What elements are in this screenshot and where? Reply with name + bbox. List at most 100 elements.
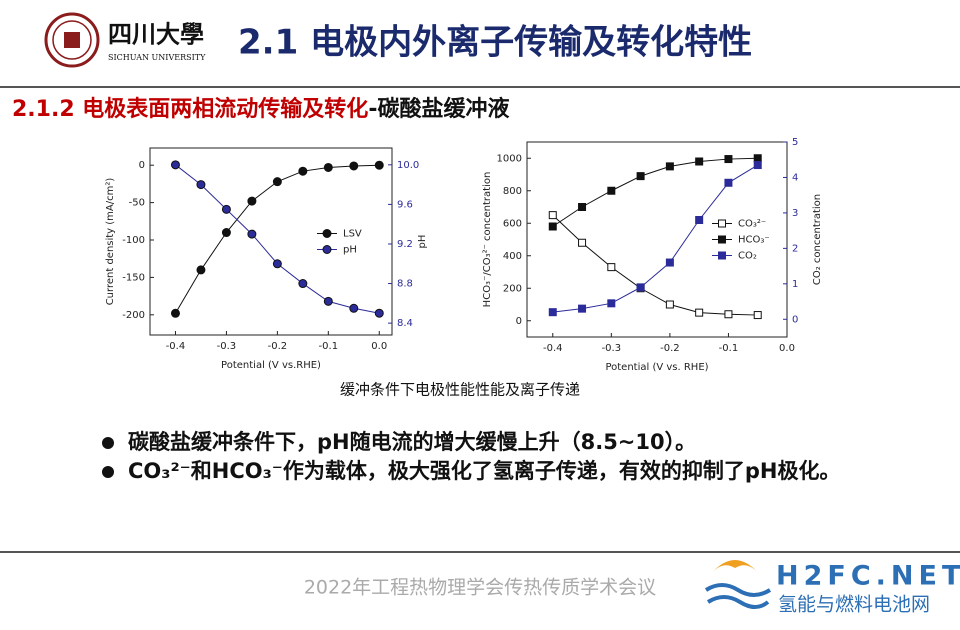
legend-marker	[718, 219, 726, 228]
legend-label: CO₂	[738, 251, 757, 262]
marker	[323, 296, 333, 306]
marker	[636, 172, 645, 181]
x-tick-label: -0.4	[166, 341, 186, 352]
marker	[349, 161, 359, 171]
marker	[665, 162, 674, 171]
series-line	[552, 157, 758, 227]
section-title-black: -碳酸盐缓冲液	[368, 96, 509, 122]
marker	[578, 238, 587, 247]
bullet: CO₃²⁻和HCO₃⁻作为载体，极大强化了氢离子传递，有效的抑制了pH极化。	[102, 457, 842, 486]
section-title-red: 2.1.2 电极表面两相流动传输及转化	[12, 96, 368, 122]
marker	[607, 186, 616, 195]
marker	[221, 228, 231, 238]
x-tick-label: 0.0	[779, 343, 795, 354]
logo-seal	[44, 12, 100, 68]
marker	[665, 300, 674, 309]
watermark-logo	[701, 554, 772, 622]
x-axis-label: Potential (V vs.RHE)	[221, 360, 321, 371]
marker	[349, 303, 359, 313]
legend-label: LSV	[343, 229, 362, 240]
series-line	[552, 214, 758, 316]
y2-tick-label: 0	[792, 314, 798, 325]
legend-marker	[718, 235, 726, 244]
footer-rule	[0, 551, 960, 553]
marker	[548, 211, 557, 220]
slide-title: 2.1 电极内外离子传输及转化特性	[238, 23, 752, 63]
marker	[548, 222, 557, 231]
marker	[607, 263, 616, 272]
legend-marker	[322, 229, 332, 238]
y2-tick-label: 5	[792, 137, 798, 148]
logo-subtitle: SICHUAN UNIVERSITY	[108, 53, 206, 62]
marker	[578, 304, 587, 313]
marker	[170, 160, 180, 170]
y2-axis-label: CO₂ concentration	[812, 194, 823, 285]
x-tick-label: 0.0	[371, 341, 387, 352]
marker	[298, 279, 308, 289]
marker	[695, 216, 704, 224]
marker	[753, 161, 762, 170]
y-tick-label: 200	[503, 283, 522, 294]
legend-marker	[718, 251, 726, 260]
x-tick-label: -0.3	[217, 341, 237, 352]
y2-tick-label: 9.2	[397, 239, 413, 250]
y-tick-label: 0	[516, 316, 522, 327]
y-tick-label: -200	[122, 310, 145, 321]
y-tick-label: -50	[129, 198, 145, 209]
watermark-name: H2FC.NET	[776, 561, 960, 592]
plot-frame	[149, 147, 393, 336]
plot-frame	[526, 141, 788, 338]
marker	[578, 203, 587, 211]
marker	[695, 308, 704, 317]
y-tick-label: 400	[503, 251, 522, 262]
marker	[170, 308, 180, 318]
marker	[636, 283, 645, 292]
legend-label: CO₃²⁻	[738, 219, 766, 230]
y2-tick-label: 8.8	[397, 279, 413, 290]
y-tick-label: 1000	[497, 153, 522, 164]
marker	[665, 258, 674, 267]
y2-tick-label: 8.4	[397, 318, 413, 329]
y2-tick-label: 1	[792, 279, 798, 290]
marker	[196, 265, 206, 275]
y2-tick-label: 9.6	[397, 199, 413, 210]
figure-caption: 缓冲条件下电极性能性能及离子传递	[340, 381, 580, 399]
legend-label: HCO₃⁻	[738, 235, 770, 246]
marker	[221, 204, 231, 214]
x-tick-label: -0.2	[268, 341, 288, 352]
marker	[724, 310, 733, 319]
y-tick-label: -150	[122, 272, 145, 283]
x-axis-label: Potential (V vs. RHE)	[605, 362, 708, 373]
bullet: 碳酸盐缓冲条件下，pH随电流的增大缓慢上升（8.5~10）。	[102, 428, 842, 457]
marker	[374, 160, 384, 170]
x-tick-label: -0.4	[543, 343, 563, 354]
marker	[374, 308, 384, 318]
y2-tick-label: 3	[792, 208, 798, 219]
header-rule	[0, 86, 960, 88]
y2-axis-label: pH	[417, 235, 428, 249]
legend-label: pH	[343, 245, 357, 256]
y-axis-label: HCO₃⁻/CO₃²⁻ concentration	[482, 172, 493, 308]
marker	[548, 308, 557, 317]
series-line	[552, 164, 758, 313]
marker	[196, 180, 206, 190]
marker	[272, 177, 282, 187]
x-tick-label: -0.1	[719, 343, 739, 354]
y-tick-label: -100	[122, 235, 145, 246]
logo-name: 四川大學	[108, 20, 204, 49]
marker	[753, 311, 762, 320]
marker	[724, 178, 733, 187]
marker	[247, 229, 257, 239]
footer-text: 2022年工程热物理学会传热传质学术会议	[304, 577, 656, 599]
y-tick-label: 0	[139, 160, 145, 171]
watermark-subtitle: 氢能与燃料电池网	[778, 594, 930, 616]
marker	[272, 259, 282, 269]
section-title: 2.1.2 电极表面两相流动传输及转化-碳酸盐缓冲液	[12, 96, 509, 122]
x-tick-label: -0.1	[319, 341, 339, 352]
marker	[298, 166, 308, 176]
marker	[607, 299, 616, 308]
y-tick-label: 600	[503, 218, 522, 229]
legend-marker	[322, 245, 332, 254]
